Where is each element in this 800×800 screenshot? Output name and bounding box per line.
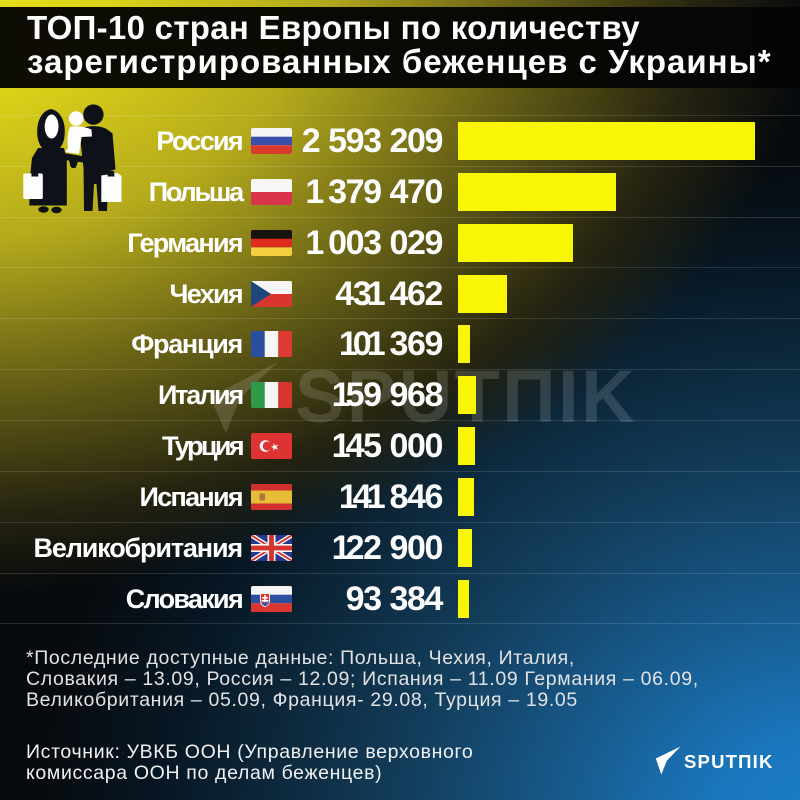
svg-text:SPUTПIK: SPUTПIK	[684, 751, 774, 772]
